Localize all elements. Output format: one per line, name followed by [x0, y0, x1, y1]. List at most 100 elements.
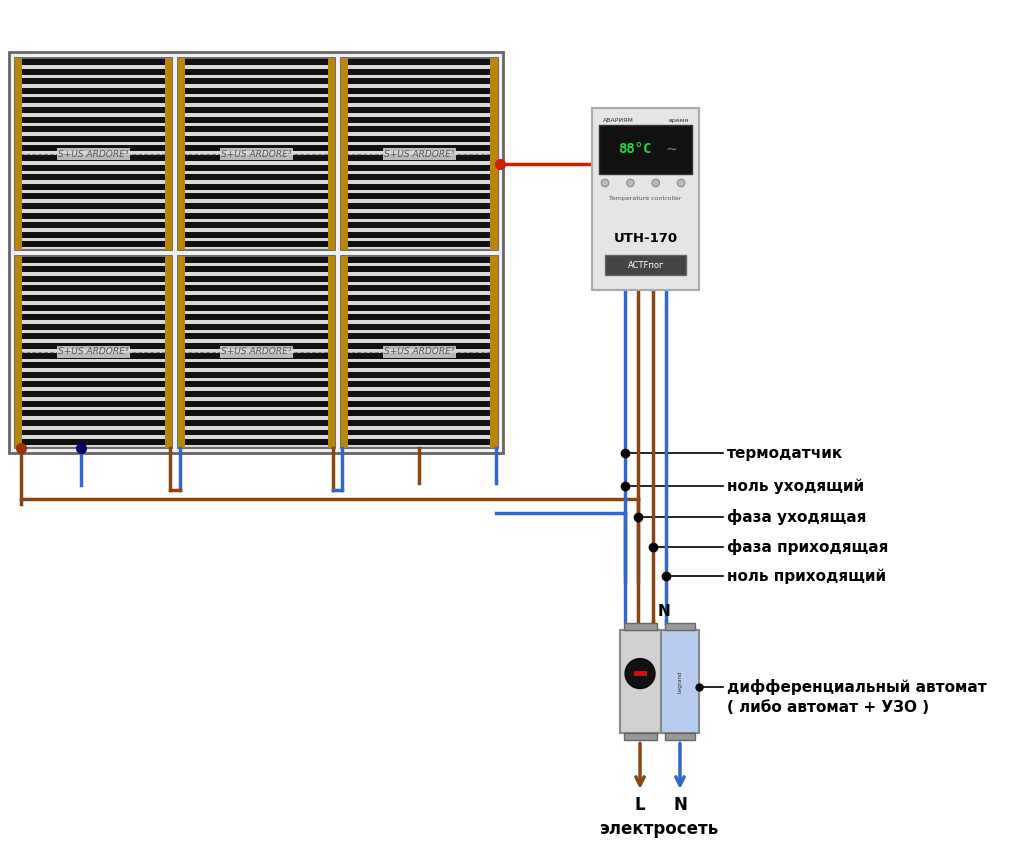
Bar — [178, 256, 335, 448]
Bar — [348, 107, 490, 113]
Bar — [348, 410, 490, 416]
Text: ноль уходящий: ноль уходящий — [727, 478, 864, 493]
Text: S+US ARDORE³: S+US ARDORE³ — [384, 347, 455, 356]
Bar — [348, 295, 490, 301]
Bar — [348, 285, 490, 291]
Bar — [23, 420, 165, 426]
Bar — [185, 194, 328, 200]
Bar — [23, 266, 165, 272]
Bar — [23, 222, 165, 228]
Bar — [185, 276, 328, 282]
Bar — [178, 58, 185, 250]
Bar — [341, 58, 498, 250]
Bar — [341, 58, 348, 250]
Text: ноль приходящий: ноль приходящий — [727, 569, 887, 584]
Bar — [23, 107, 165, 113]
Bar — [185, 107, 328, 113]
Bar — [23, 353, 165, 359]
Bar — [185, 372, 328, 378]
Bar — [348, 334, 490, 340]
Bar — [23, 439, 165, 445]
Text: UTH-170: UTH-170 — [613, 232, 678, 245]
Bar — [348, 88, 490, 94]
Bar — [348, 439, 490, 445]
Bar — [185, 266, 328, 272]
Bar — [185, 343, 328, 349]
Circle shape — [601, 179, 609, 187]
Bar — [348, 276, 490, 282]
Bar — [23, 285, 165, 291]
Bar — [185, 203, 328, 209]
Bar — [23, 98, 165, 104]
Text: 88°C: 88°C — [617, 143, 651, 156]
Bar — [23, 194, 165, 200]
Bar — [185, 68, 328, 74]
Bar — [23, 314, 165, 321]
Bar — [348, 372, 490, 378]
Bar — [185, 401, 328, 407]
Bar — [23, 88, 165, 94]
Bar — [348, 203, 490, 209]
Bar — [348, 175, 490, 181]
Bar — [348, 184, 490, 190]
Bar — [185, 420, 328, 426]
Circle shape — [625, 658, 655, 689]
Text: дифференциальный автомат: дифференциальный автомат — [727, 679, 987, 695]
Bar — [185, 257, 328, 263]
Bar — [185, 213, 328, 219]
Bar — [490, 58, 498, 250]
Bar — [348, 241, 490, 247]
Bar — [185, 59, 328, 65]
Bar — [23, 391, 165, 397]
Circle shape — [678, 179, 685, 187]
Bar — [23, 343, 165, 349]
Bar — [348, 232, 490, 238]
Bar — [185, 439, 328, 445]
Bar — [15, 58, 23, 250]
Bar — [15, 256, 23, 448]
Bar — [23, 117, 165, 123]
Bar — [348, 314, 490, 321]
Bar — [185, 295, 328, 301]
Bar — [348, 222, 490, 228]
Bar — [341, 256, 498, 448]
Bar — [348, 155, 490, 161]
Text: N: N — [657, 604, 671, 619]
Text: ACTFпог: ACTFпог — [628, 261, 664, 270]
Bar — [185, 314, 328, 321]
Bar — [15, 256, 172, 448]
Bar — [185, 145, 328, 151]
Bar — [348, 136, 490, 142]
Bar — [185, 324, 328, 330]
Text: L: L — [635, 797, 645, 815]
Bar — [23, 305, 165, 311]
Bar — [185, 410, 328, 416]
Bar — [23, 257, 165, 263]
Bar — [23, 324, 165, 330]
Bar — [23, 145, 165, 151]
Bar — [348, 391, 490, 397]
Bar — [348, 362, 490, 368]
Text: S+US ARDORE³: S+US ARDORE³ — [58, 149, 129, 159]
Bar — [23, 68, 165, 74]
Bar — [185, 285, 328, 291]
Bar — [328, 256, 335, 448]
Bar — [185, 165, 328, 170]
Bar — [23, 372, 165, 378]
Bar — [23, 184, 165, 190]
Bar — [185, 126, 328, 132]
Bar — [348, 194, 490, 200]
Bar — [625, 623, 657, 631]
Bar — [185, 155, 328, 161]
Text: ~: ~ — [666, 143, 677, 156]
Bar — [348, 382, 490, 387]
Bar — [23, 382, 165, 387]
Bar — [185, 98, 328, 104]
Bar — [23, 295, 165, 301]
Text: Legrand: Legrand — [678, 670, 682, 693]
Bar — [185, 334, 328, 340]
Bar — [23, 175, 165, 181]
Circle shape — [652, 179, 659, 187]
Bar — [185, 88, 328, 94]
Bar — [15, 58, 172, 250]
